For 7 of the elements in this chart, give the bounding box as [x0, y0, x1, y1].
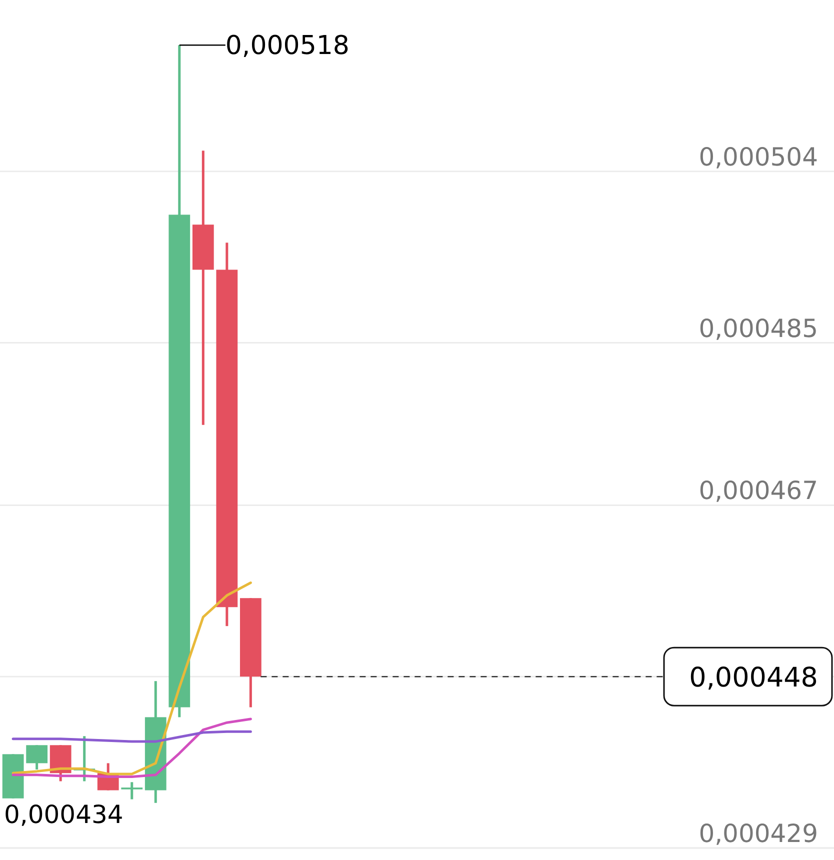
y-tick-label: 0,000485 [698, 314, 818, 343]
y-tick-label: 0,000429 [698, 819, 818, 848]
y-tick-label: 0,000467 [698, 476, 818, 506]
annotation: 0,000518 [225, 31, 350, 62]
annotation: 0,000434 [4, 800, 124, 829]
ref-line-label: 0,000448 [689, 662, 818, 694]
y-tick-label: 0,000504 [698, 142, 818, 172]
